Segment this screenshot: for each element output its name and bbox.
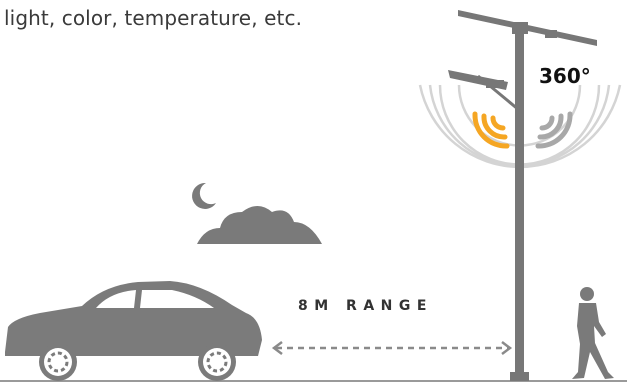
double-arrow-icon bbox=[271, 341, 513, 355]
range-label: 8M RANGE bbox=[298, 298, 433, 314]
moon-icon bbox=[192, 182, 216, 209]
street-lamp-icon bbox=[448, 10, 597, 381]
signal-waves-icon bbox=[535, 111, 573, 149]
cloud-icon bbox=[197, 206, 322, 244]
caption-text: light, color, temperature, etc. bbox=[4, 6, 303, 30]
sensor-signal-icon bbox=[472, 111, 510, 149]
angle-label: 360° bbox=[539, 64, 591, 88]
pedestrian-icon bbox=[572, 287, 614, 379]
car-icon bbox=[5, 281, 262, 381]
